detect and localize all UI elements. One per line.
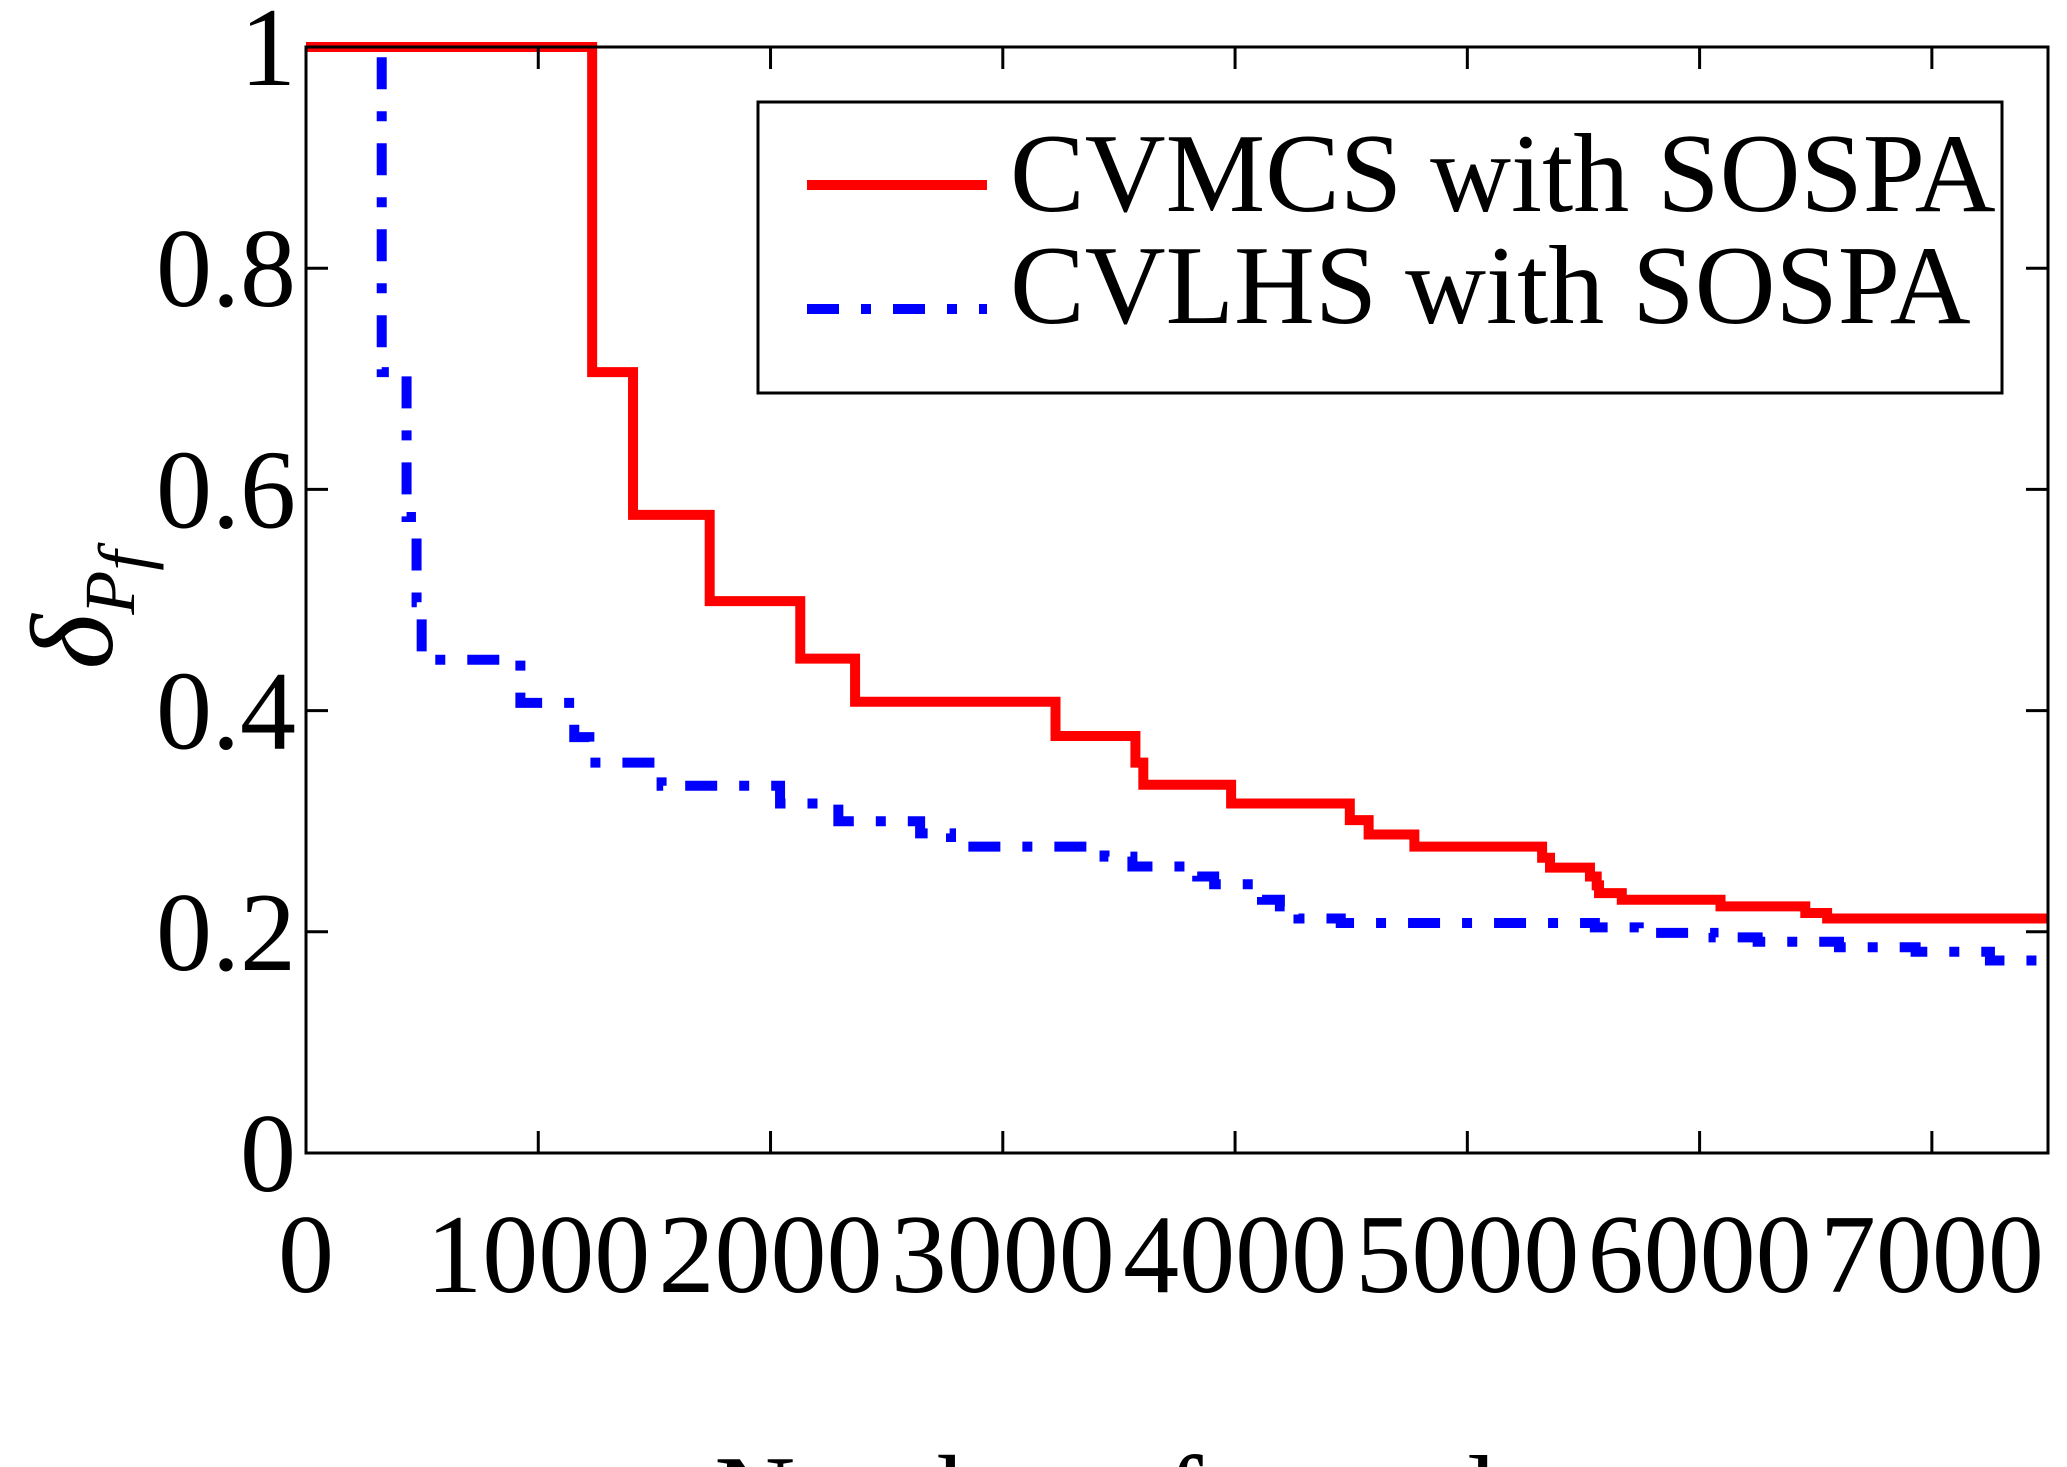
x-tick-label: 4000	[1123, 1193, 1347, 1317]
y-tick-label: 1	[240, 0, 296, 110]
series-line-cvlhs	[306, 42, 2048, 966]
x-tick-label: 7000	[1820, 1193, 2044, 1317]
y-tick-label: 0	[240, 1092, 296, 1216]
plot-frame	[304, 45, 2050, 1155]
y-tick-label: 0.6	[156, 428, 296, 552]
x-tick-label: 6000	[1588, 1193, 1812, 1317]
y-tick-labels: 0 0.2 0.4 0.6 0.8 1	[156, 0, 296, 1216]
y-tick-label: 0.2	[156, 871, 296, 995]
series-layer	[306, 42, 2048, 966]
x-tick-labels: 0 1000 2000 3000 4000 5000 6000 7000	[278, 1193, 2044, 1317]
y-tick-label: 0.4	[156, 650, 296, 774]
x-tick-label: 3000	[891, 1193, 1115, 1317]
ticks-layer	[304, 45, 2048, 1155]
x-tick-label: 0	[278, 1193, 334, 1317]
x-tick-label: 1000	[426, 1193, 650, 1317]
x-tick-label: 2000	[659, 1193, 883, 1317]
y-axis-label: δPf	[7, 542, 164, 670]
x-tick-label: 5000	[1355, 1193, 1579, 1317]
legend: CVMCS with SOSPA CVLHS with SOSPA	[756, 100, 2004, 395]
x-axis-label: Number of samples	[714, 1434, 1591, 1467]
svg-text:δPf: δPf	[7, 542, 164, 670]
y-tick-label: 0.8	[156, 207, 296, 331]
legend-box	[756, 100, 2004, 395]
y-axis-label-subscript-p: P	[70, 571, 150, 616]
series-line-cvmcs	[306, 42, 2048, 924]
y-axis-label-delta: δ	[7, 612, 138, 669]
legend-label-cvlhs: CVLHS with SOSPA	[1010, 224, 1971, 348]
legend-label-cvmcs: CVMCS with SOSPA	[1010, 112, 1996, 236]
